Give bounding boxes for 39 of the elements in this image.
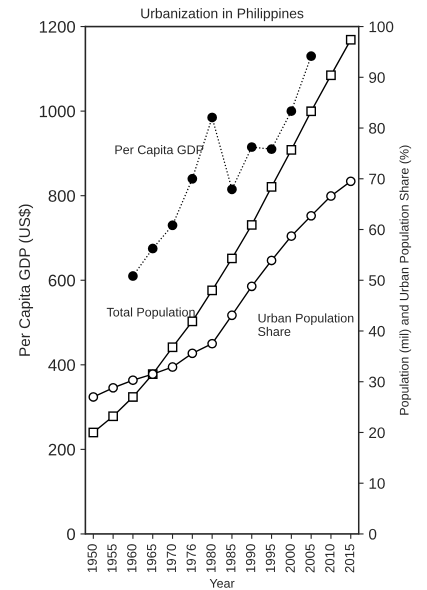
- y2-tick-label: 100: [370, 21, 394, 32]
- y2-tick-label: 50: [369, 275, 385, 286]
- x-tick-label: 1950: [88, 544, 97, 572]
- x-tick-label: 2010: [325, 544, 334, 572]
- y2-tick-label: 70: [369, 174, 385, 184]
- x-tick-label: 2015: [344, 544, 354, 572]
- y2-tick-label: 10: [370, 478, 385, 489]
- y-tick-label: 600: [48, 274, 76, 286]
- y2-tick-label: 40: [368, 326, 385, 337]
- x-tick-label: 1965: [146, 544, 156, 572]
- x-tick-label: 2000: [286, 544, 295, 572]
- y-tick-label: 200: [48, 444, 76, 456]
- y-axis-title: Per Capita GDP (US$): [18, 204, 34, 356]
- y2-tick-label: 20: [369, 427, 385, 438]
- y2-tick-label: 0: [369, 528, 376, 540]
- x-tick-label: 1970: [166, 544, 176, 572]
- x-tick-label: 1976: [186, 544, 196, 572]
- x-tick-label: 1960: [127, 544, 136, 572]
- annotation: Per Capita GDP: [115, 145, 204, 157]
- y2-tick-label: 60: [369, 224, 385, 236]
- x-tick-label: 2005: [305, 544, 315, 572]
- chart-title: Urbanization in Philippines: [141, 8, 304, 22]
- y-tick-label: 800: [48, 190, 76, 202]
- y-tick-label: 400: [48, 359, 76, 372]
- y2-tick-label: 30: [368, 376, 385, 388]
- x-tick-label: 1995: [266, 544, 276, 572]
- x-tick-label: 1985: [226, 544, 236, 572]
- x-tick-label: 1990: [246, 544, 256, 572]
- y2-axis-title: Population (mil) and Urban Population Share (%): [399, 146, 412, 415]
- x-tick-label: 1980: [206, 544, 216, 572]
- x-axis-title: Year: [210, 579, 234, 588]
- y-tick-label: 1200: [40, 20, 76, 33]
- x-tick-label: 1955: [107, 544, 117, 572]
- y-tick-label: 0: [67, 528, 76, 540]
- y2-tick-label: 90: [369, 72, 385, 83]
- annotation: Urban Population Share: [258, 313, 354, 336]
- annotation: Total Population: [106, 307, 195, 320]
- y-tick-label: 1000: [40, 106, 76, 118]
- y2-tick-label: 80: [369, 122, 385, 134]
